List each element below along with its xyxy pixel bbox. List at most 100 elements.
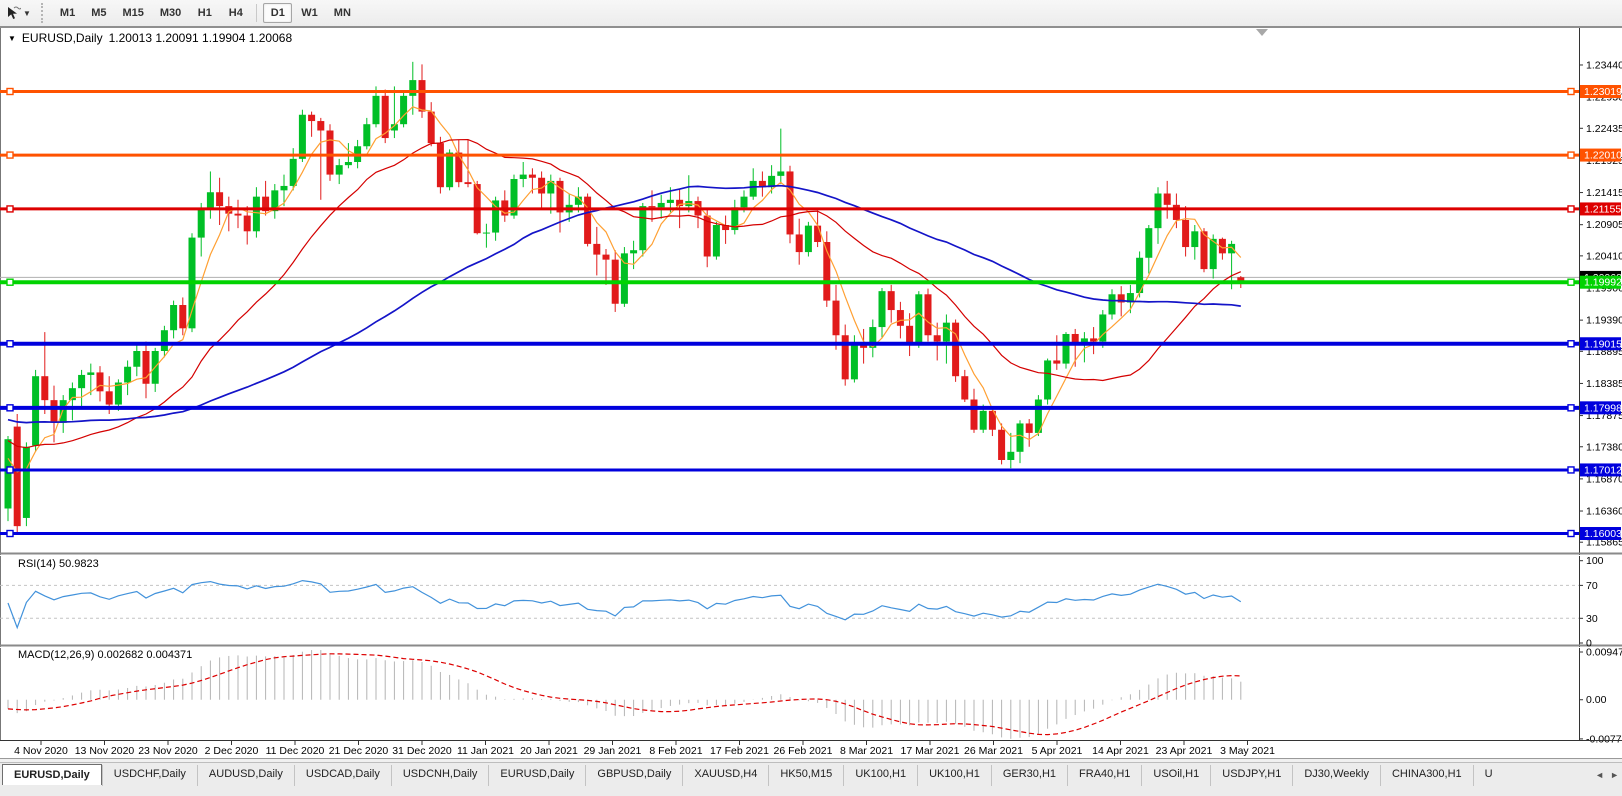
date-label: 20 Jan 2021: [520, 745, 578, 757]
candle-body: [280, 185, 288, 191]
tab-xauusd-h4[interactable]: XAUUSD,H4: [682, 765, 768, 786]
hline-anchor[interactable]: [6, 466, 14, 474]
candle-body: [87, 372, 95, 375]
tab-uk100-h1-2[interactable]: UK100,H1: [917, 765, 991, 786]
candle-body: [666, 199, 674, 203]
candle-body: [206, 192, 214, 210]
price-tick-label: 1.22435: [1586, 123, 1622, 135]
hline-anchor[interactable]: [6, 529, 14, 538]
rsi-line: [7, 579, 1242, 630]
date-label: 8 Mar 2021: [840, 745, 893, 757]
chart-title: ▼ EURUSD,Daily 1.20013 1.20091 1.19904 1…: [8, 31, 292, 45]
hline-anchor[interactable]: [1567, 205, 1575, 213]
timeframe-button-w1[interactable]: W1: [301, 7, 318, 19]
hline-anchor[interactable]: [1567, 529, 1575, 538]
tab-gbpusd-daily[interactable]: GBPUSD,Daily: [585, 765, 682, 786]
hline-anchor[interactable]: [6, 404, 14, 412]
candle-body: [639, 206, 647, 251]
tab-dj30-weekly[interactable]: DJ30,Weekly: [1292, 765, 1380, 786]
candle-body: [988, 410, 996, 430]
tab-audusd-daily[interactable]: AUDUSD,Daily: [196, 765, 294, 786]
tab-usdcad-daily[interactable]: USDCAD,Daily: [293, 765, 391, 786]
hline-price-label-box: [1580, 148, 1621, 162]
candle-body: [896, 310, 904, 326]
tab-uk100-h1[interactable]: UK100,H1: [843, 765, 917, 786]
candle-body: [1163, 193, 1171, 205]
candle-body: [41, 376, 49, 401]
cursor-tool-icon[interactable]: [4, 4, 22, 22]
candle-body: [850, 344, 858, 380]
timeframe-button-m5[interactable]: M5: [91, 7, 107, 19]
candle-body: [519, 174, 527, 180]
date-label: 17 Feb 2021: [710, 745, 769, 757]
hline-anchor[interactable]: [1567, 87, 1575, 96]
price-tick-label: 1.16360: [1586, 506, 1622, 518]
tab-fra40-h1[interactable]: FRA40,H1: [1067, 765, 1141, 786]
tab-usdcnh-daily[interactable]: USDCNH,Daily: [390, 765, 489, 786]
candle-body: [823, 242, 831, 301]
hline-anchor[interactable]: [1567, 278, 1575, 286]
chart-ohlc-values: 1.20013 1.20091 1.19904 1.20068: [108, 31, 293, 45]
tab-scroll-right-icon[interactable]: ►: [1610, 770, 1619, 780]
hline-anchor[interactable]: [1567, 151, 1575, 159]
hline-price-label-box: [1580, 337, 1621, 351]
tab-truncated[interactable]: U: [1472, 765, 1496, 786]
chart-tab-bar: EURUSD,Daily USDCHF,Daily AUDUSD,Daily U…: [0, 762, 1622, 796]
hline-anchor[interactable]: [1567, 404, 1575, 412]
tab-usdchf-daily[interactable]: USDCHF,Daily: [101, 765, 197, 786]
hline-anchor[interactable]: [6, 151, 14, 159]
price-tick-label: 1.17380: [1586, 441, 1622, 453]
price-tick-label: 1.20905: [1586, 219, 1622, 231]
tab-china300-h1[interactable]: CHINA300,H1: [1379, 765, 1473, 786]
date-label: 11 Jan 2021: [457, 745, 514, 757]
hline-anchor[interactable]: [6, 205, 14, 213]
candle-body: [344, 162, 352, 166]
chart-menu-icon[interactable]: ▼: [8, 33, 16, 43]
candle-body: [436, 143, 444, 188]
tab-ger30-h1[interactable]: GER30,H1: [990, 765, 1067, 786]
macd-tick-label: -0.007778: [1586, 733, 1622, 745]
tab-scroll-left-icon[interactable]: ◄: [1595, 770, 1605, 780]
rsi-tick-label: 70: [1586, 580, 1598, 592]
candle-body: [317, 121, 325, 131]
candle-body: [68, 388, 76, 401]
macd-indicator-label: MACD(12,26,9) 0.002682 0.004371: [18, 649, 193, 661]
candle-body: [400, 95, 408, 125]
candle-body: [262, 196, 270, 212]
timeframe-button-d1[interactable]: D1: [263, 3, 293, 23]
timeframe-button-m15[interactable]: M15: [122, 7, 144, 19]
hline-anchor[interactable]: [6, 278, 14, 286]
timeframe-button-h1[interactable]: H1: [197, 7, 212, 19]
date-label: 31 Dec 2020: [392, 745, 452, 757]
tab-eurusd-daily[interactable]: EURUSD,Daily: [2, 764, 102, 785]
candle-body: [216, 192, 224, 207]
tab-hk50-m15[interactable]: HK50,M15: [768, 765, 843, 786]
cursor-tool-dropdown-icon[interactable]: ▼: [23, 8, 31, 18]
candle-body: [556, 180, 564, 213]
macd-histogram: [7, 650, 1242, 739]
timeframe-button-m1[interactable]: M1: [59, 7, 76, 19]
hline-anchor[interactable]: [6, 87, 14, 96]
hline-anchor[interactable]: [6, 340, 14, 348]
candle-body: [4, 439, 12, 509]
date-label: 17 Mar 2021: [901, 745, 960, 757]
hline-anchor[interactable]: [1567, 466, 1575, 474]
timeframe-button-mn[interactable]: MN: [333, 7, 351, 19]
candle-body: [1182, 219, 1190, 248]
candle-body: [648, 206, 656, 208]
rsi-tick-label: 30: [1586, 613, 1598, 625]
date-label: 3 May 2021: [1220, 745, 1275, 757]
timeframe-button-m30[interactable]: M30: [159, 7, 182, 19]
candle-body: [271, 190, 279, 212]
timeframe-button-h4[interactable]: H4: [228, 7, 243, 19]
hline-anchor[interactable]: [1567, 340, 1575, 348]
tab-usoil-h1[interactable]: USOil,H1: [1141, 765, 1210, 786]
candle-body: [538, 177, 546, 194]
tab-usdjpy-h1[interactable]: USDJPY,H1: [1210, 765, 1292, 786]
candle-body: [547, 180, 555, 194]
candle-body: [446, 152, 454, 188]
chart-window[interactable]: 1.234401.229301.224351.219251.214151.209…: [0, 27, 1622, 758]
scroll-to-end-icon[interactable]: [1256, 29, 1268, 36]
date-label: 26 Feb 2021: [774, 745, 833, 757]
tab-eurusd-daily-2[interactable]: EURUSD,Daily: [488, 765, 585, 786]
